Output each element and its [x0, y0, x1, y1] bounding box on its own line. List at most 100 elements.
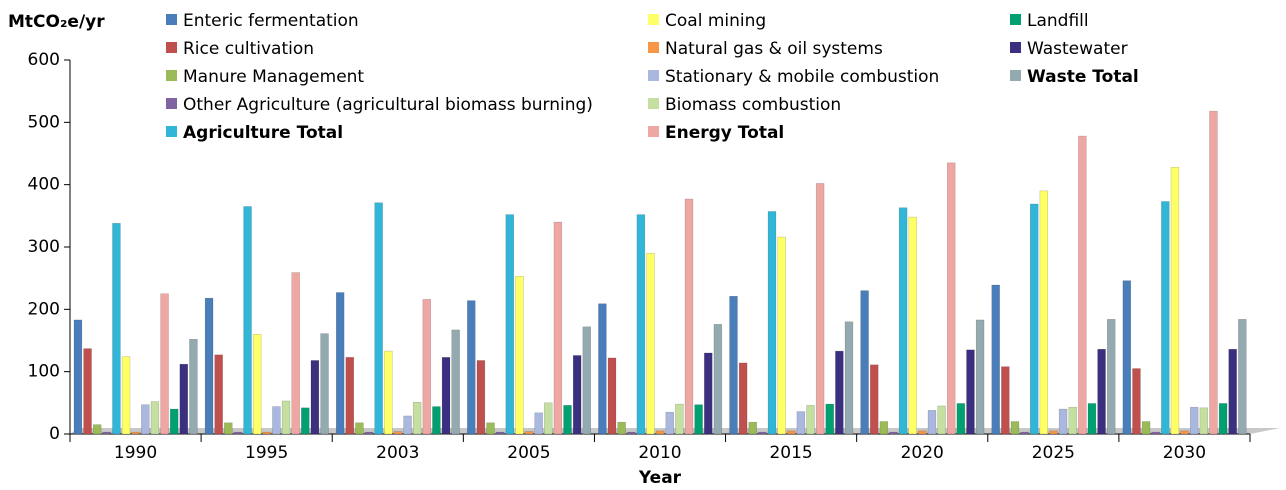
bar: [1199, 407, 1209, 435]
bar: [844, 321, 854, 435]
bar: [169, 408, 179, 435]
bar: [796, 411, 806, 435]
bar: [879, 421, 889, 435]
legend-swatch: [1010, 70, 1021, 81]
bar: [655, 430, 665, 435]
x-tick-label: 2020: [901, 443, 944, 463]
bar: [1209, 110, 1218, 435]
bar: [1001, 366, 1010, 435]
bar: [870, 364, 879, 435]
bar: [112, 223, 121, 435]
bar: [665, 411, 674, 435]
y-tick-label: 200: [28, 299, 60, 319]
bar: [92, 424, 102, 435]
legend-label: Agriculture Total: [183, 123, 343, 143]
bar: [291, 272, 300, 435]
bar: [310, 360, 320, 435]
bar: [704, 352, 713, 435]
bar: [150, 401, 160, 435]
bar: [767, 211, 777, 435]
bar: [860, 290, 869, 435]
bar: [476, 360, 486, 435]
legend-swatch: [1010, 14, 1021, 25]
bar: [335, 292, 345, 435]
bar: [582, 326, 591, 435]
bar: [364, 431, 374, 435]
bar: [374, 202, 383, 435]
bar: [1151, 431, 1160, 435]
bar: [345, 357, 354, 435]
bar: [956, 403, 966, 435]
bar: [451, 329, 460, 435]
bar: [160, 293, 169, 435]
legend-label: Manure Management: [183, 67, 364, 87]
bar: [544, 402, 553, 435]
bar: [607, 357, 617, 435]
legend-swatch: [166, 70, 177, 81]
x-tick-label: 1990: [114, 443, 157, 463]
bar: [835, 350, 844, 435]
legend-swatch: [648, 42, 659, 53]
bar: [617, 421, 626, 435]
bar: [403, 415, 412, 435]
x-tick-label: 2025: [1032, 443, 1075, 463]
bar: [141, 404, 150, 435]
bar: [252, 334, 262, 435]
bar: [486, 422, 495, 435]
bar: [966, 349, 975, 435]
bar: [758, 431, 767, 435]
legend-swatch: [648, 126, 659, 137]
legend-swatch: [648, 14, 659, 25]
bar: [1049, 430, 1058, 435]
bar: [777, 236, 786, 435]
bar: [1058, 408, 1068, 435]
bar: [1190, 406, 1199, 435]
bar: [214, 354, 223, 435]
bar: [694, 404, 703, 435]
legend-label: Stationary & mobile combustion: [665, 67, 939, 87]
legend-swatch: [166, 98, 177, 109]
bar: [495, 431, 505, 435]
bar: [121, 356, 131, 435]
bar: [189, 339, 198, 435]
bar: [729, 295, 738, 435]
y-tick-label: 600: [28, 50, 60, 70]
bar: [1039, 190, 1049, 435]
x-tick-label: 2030: [1163, 443, 1206, 463]
bar: [1078, 135, 1087, 435]
bar: [947, 162, 956, 435]
bar: [806, 405, 815, 435]
legend-swatch: [166, 14, 177, 25]
legend-label: Energy Total: [665, 123, 784, 143]
bar: [898, 207, 908, 435]
bar: [908, 216, 917, 435]
y-tick-label: 500: [28, 112, 60, 132]
bar: [1132, 368, 1141, 435]
x-tick-label: 2015: [769, 443, 812, 463]
bar: [598, 303, 607, 435]
bar: [675, 403, 684, 435]
x-tick-label: 2010: [638, 443, 681, 463]
bar: [467, 300, 476, 435]
legend-swatch: [648, 98, 659, 109]
bar: [563, 405, 572, 435]
bar: [524, 431, 534, 435]
bar: [684, 198, 694, 435]
bar: [918, 430, 927, 435]
bar: [515, 276, 524, 435]
y-tick-label: 400: [28, 175, 60, 195]
bar: [937, 405, 946, 435]
y-tick-label: 0: [49, 424, 60, 444]
bar: [636, 214, 646, 435]
y-axis-title: MtCO₂e/yr: [8, 12, 105, 32]
bar: [927, 410, 937, 435]
legend-swatch: [648, 70, 659, 81]
bar: [412, 401, 422, 435]
bar: [1030, 203, 1039, 435]
bar: [204, 297, 214, 435]
legend-label: Coal mining: [665, 11, 766, 31]
bar: [1068, 406, 1077, 435]
bar: [355, 422, 364, 435]
legend-label: Natural gas & oil systems: [665, 39, 883, 59]
bar: [1228, 348, 1237, 435]
